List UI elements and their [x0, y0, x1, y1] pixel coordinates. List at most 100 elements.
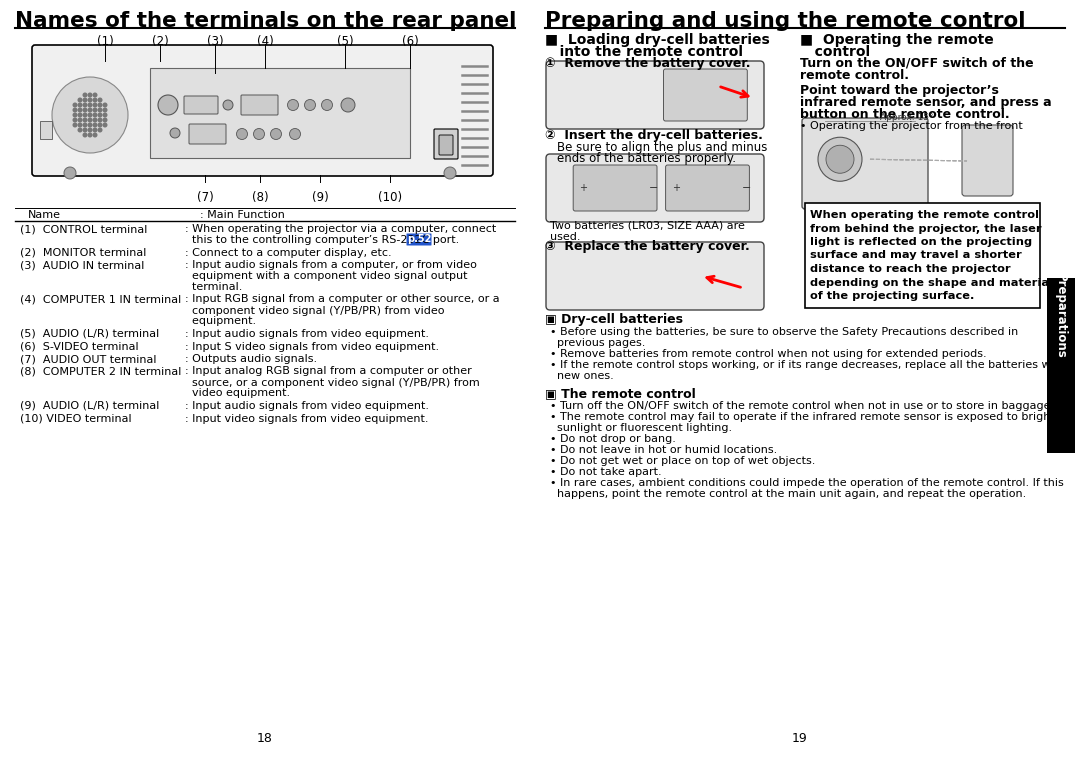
Text: component video signal (Y/PB/PR) from video: component video signal (Y/PB/PR) from vi… [185, 305, 445, 315]
Text: (2): (2) [151, 35, 168, 48]
Circle shape [73, 118, 77, 122]
Circle shape [78, 113, 82, 117]
Circle shape [93, 128, 97, 132]
Text: (1): (1) [96, 35, 113, 48]
Circle shape [89, 128, 92, 132]
Circle shape [158, 95, 178, 115]
Text: terminal.: terminal. [185, 282, 242, 292]
Text: this to the controlling computer’s RS-232C port.: this to the controlling computer’s RS-23… [185, 235, 459, 245]
Text: : Input video signals from video equipment.: : Input video signals from video equipme… [185, 414, 429, 423]
Text: (8): (8) [252, 191, 268, 204]
FancyBboxPatch shape [438, 135, 453, 155]
Text: Turn on the ON/OFF switch of the: Turn on the ON/OFF switch of the [800, 57, 1034, 70]
Circle shape [93, 113, 97, 117]
Text: (2)  MONITOR terminal: (2) MONITOR terminal [21, 247, 147, 257]
Circle shape [89, 113, 92, 117]
Text: (10) VIDEO terminal: (10) VIDEO terminal [21, 414, 132, 423]
Text: • Do not drop or bang.: • Do not drop or bang. [550, 434, 676, 444]
FancyBboxPatch shape [184, 96, 218, 114]
Circle shape [98, 108, 102, 112]
Text: : Outputs audio signals.: : Outputs audio signals. [185, 354, 318, 364]
FancyBboxPatch shape [802, 118, 928, 209]
FancyBboxPatch shape [665, 165, 750, 211]
Text: (10): (10) [378, 191, 402, 204]
Text: −: − [649, 183, 659, 193]
Text: happens, point the remote control at the main unit again, and repeat the operati: happens, point the remote control at the… [550, 489, 1026, 499]
Text: (9)  AUDIO (L/R) terminal: (9) AUDIO (L/R) terminal [21, 401, 160, 411]
Circle shape [98, 118, 102, 122]
Circle shape [83, 108, 86, 112]
FancyBboxPatch shape [573, 165, 657, 211]
Text: Be sure to align the plus and minus: Be sure to align the plus and minus [557, 141, 768, 154]
Text: −: − [741, 183, 751, 193]
Text: ■  Operating the remote: ■ Operating the remote [800, 33, 994, 47]
Circle shape [93, 118, 97, 122]
Circle shape [83, 103, 86, 107]
Text: equipment with a component video signal output: equipment with a component video signal … [185, 271, 468, 281]
Text: Two batteries (LR03, SIZE AAA) are: Two batteries (LR03, SIZE AAA) are [550, 221, 745, 231]
Text: sunlight or fluorescent lighting.: sunlight or fluorescent lighting. [550, 423, 732, 433]
Text: (8)  COMPUTER 2 IN terminal: (8) COMPUTER 2 IN terminal [21, 366, 181, 376]
Circle shape [222, 100, 233, 110]
Text: surface and may travel a shorter: surface and may travel a shorter [810, 250, 1022, 260]
Bar [1047, 278, 1075, 453]
Circle shape [341, 98, 355, 112]
Text: +: + [672, 183, 679, 193]
Circle shape [83, 98, 86, 101]
Circle shape [83, 113, 86, 117]
Text: • Do not get wet or place on top of wet objects.: • Do not get wet or place on top of wet … [550, 456, 815, 466]
Text: • In rare cases, ambient conditions could impede the operation of the remote con: • In rare cases, ambient conditions coul… [550, 478, 1064, 488]
Text: • Turn off the ON/OFF switch of the remote control when not in use or to store i: • Turn off the ON/OFF switch of the remo… [550, 401, 1054, 411]
Circle shape [78, 108, 82, 112]
Circle shape [98, 123, 102, 127]
Circle shape [83, 93, 86, 97]
Text: : Input S video signals from video equipment.: : Input S video signals from video equip… [185, 342, 440, 352]
Circle shape [89, 118, 92, 122]
Text: (6): (6) [402, 35, 418, 48]
Text: (7): (7) [197, 191, 214, 204]
Text: new ones.: new ones. [550, 371, 613, 381]
Circle shape [237, 128, 247, 140]
Text: Name: Name [28, 210, 60, 220]
FancyBboxPatch shape [546, 242, 764, 310]
FancyBboxPatch shape [434, 129, 458, 159]
Text: video equipment.: video equipment. [185, 388, 291, 398]
Text: remote control.: remote control. [800, 69, 909, 82]
Circle shape [89, 134, 92, 137]
Text: • The remote control may fail to operate if the infrared remote sensor is expose: • The remote control may fail to operate… [550, 412, 1055, 422]
Circle shape [64, 167, 76, 179]
FancyBboxPatch shape [546, 61, 764, 129]
Text: ②  Insert the dry-cell batteries.: ② Insert the dry-cell batteries. [545, 129, 762, 142]
Text: p.52: p.52 [407, 234, 431, 244]
Text: • If the remote control stops working, or if its range decreases, replace all th: • If the remote control stops working, o… [550, 360, 1065, 370]
Circle shape [104, 113, 107, 117]
Text: ▣ The remote control: ▣ The remote control [545, 387, 696, 400]
Circle shape [818, 137, 862, 182]
Text: ■  Loading dry-cell batteries: ■ Loading dry-cell batteries [545, 33, 770, 47]
Circle shape [73, 103, 77, 107]
Circle shape [104, 118, 107, 122]
Circle shape [305, 99, 315, 111]
Text: • Before using the batteries, be sure to observe the Safety Precautions describe: • Before using the batteries, be sure to… [550, 327, 1018, 337]
Circle shape [98, 103, 102, 107]
Circle shape [89, 123, 92, 127]
Text: source, or a component video signal (Y/PB/PR) from: source, or a component video signal (Y/P… [185, 378, 480, 388]
Text: Preparations: Preparations [1053, 273, 1067, 359]
Text: : Input analog RGB signal from a computer or other: : Input analog RGB signal from a compute… [185, 366, 472, 376]
Circle shape [73, 113, 77, 117]
Text: previous pages.: previous pages. [550, 338, 646, 348]
Circle shape [322, 99, 333, 111]
Circle shape [73, 108, 77, 112]
Text: 19: 19 [792, 732, 808, 745]
Text: : Main Function: : Main Function [200, 210, 285, 220]
Bar [40, 121, 52, 139]
Text: (4): (4) [257, 35, 273, 48]
Circle shape [83, 118, 86, 122]
Circle shape [83, 128, 86, 132]
Text: ①  Remove the battery cover.: ① Remove the battery cover. [545, 57, 751, 70]
Text: (5)  AUDIO (L/R) terminal: (5) AUDIO (L/R) terminal [21, 329, 159, 339]
Circle shape [83, 134, 86, 137]
FancyBboxPatch shape [241, 95, 278, 115]
Circle shape [104, 103, 107, 107]
FancyBboxPatch shape [546, 154, 764, 222]
